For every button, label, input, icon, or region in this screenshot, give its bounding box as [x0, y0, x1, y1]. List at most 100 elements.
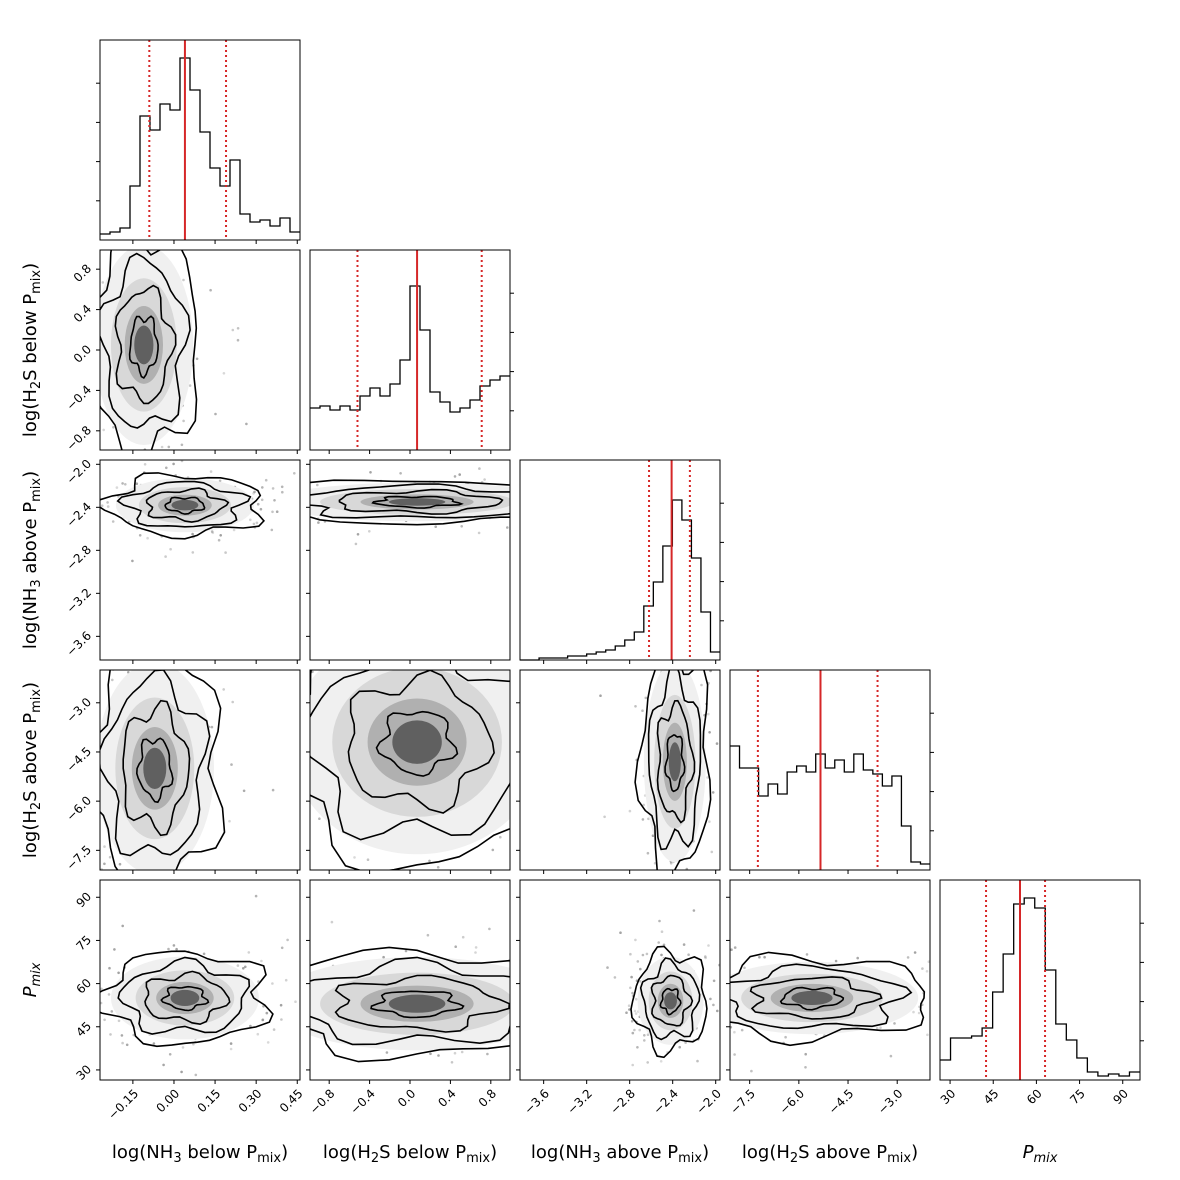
sample-point — [659, 1060, 663, 1063]
sample-point — [458, 473, 462, 476]
sample-point — [535, 724, 538, 727]
sample-point — [195, 357, 199, 361]
xtick-label-pmix: 60 — [1024, 1086, 1045, 1107]
sample-point — [527, 490, 530, 493]
pair-content — [606, 909, 720, 1067]
sample-point — [552, 484, 555, 487]
sample-point — [320, 653, 323, 656]
sample-point — [315, 937, 318, 940]
sample-point — [260, 906, 263, 909]
sample-point — [514, 540, 517, 543]
ytick-label-pmix: 45 — [73, 1019, 94, 1040]
sample-point — [171, 466, 174, 469]
sample-point — [108, 855, 112, 859]
frame-pair — [99, 879, 301, 1081]
density-level-3 — [170, 989, 200, 1007]
sample-point — [524, 519, 527, 522]
sample-point — [137, 226, 140, 229]
sample-point — [696, 1059, 699, 1063]
sample-point — [244, 965, 247, 969]
sample-point — [685, 908, 688, 911]
sample-point — [636, 1046, 639, 1049]
sample-point — [651, 834, 655, 837]
sample-point — [583, 500, 586, 503]
sample-point — [252, 492, 255, 495]
sample-point — [172, 462, 175, 466]
ytick-label-nh3_above: −2.4 — [64, 500, 95, 531]
sample-point — [906, 956, 910, 959]
contour-level-0 — [664, 734, 686, 793]
contour-level-2 — [117, 956, 251, 1035]
sample-point — [96, 326, 99, 329]
sample-point — [512, 516, 515, 519]
sample-point — [302, 1004, 305, 1007]
sample-point — [461, 935, 465, 939]
sample-point — [138, 534, 142, 537]
sample-point — [644, 696, 647, 700]
sample-point — [987, 1007, 990, 1010]
sample-point — [578, 782, 581, 785]
sample-point — [174, 909, 177, 912]
sample-point — [641, 953, 645, 957]
sample-point — [172, 944, 176, 947]
sample-point — [553, 508, 556, 511]
sample-point — [162, 1063, 165, 1067]
frame-pair — [519, 879, 721, 1081]
sample-point — [436, 650, 439, 653]
contour-level-1 — [144, 970, 231, 1026]
sample-point — [281, 864, 284, 867]
sample-point — [927, 960, 930, 963]
contour-level-2 — [100, 252, 191, 429]
sample-point — [474, 946, 478, 949]
sample-point — [19, 260, 22, 263]
sample-point — [643, 1034, 646, 1037]
sample-point — [660, 953, 663, 957]
pair-panel-nh3_below-h2s_below — [19, 218, 301, 469]
sample-point — [222, 688, 225, 691]
sample-point — [437, 1054, 440, 1057]
pair-content — [95, 460, 300, 563]
sample-point — [926, 1033, 929, 1037]
sample-point — [95, 509, 98, 512]
sample-point — [182, 278, 185, 282]
contour-level-1 — [650, 974, 694, 1027]
xtick-label-h2s_below: −0.8 — [307, 1086, 338, 1117]
sample-point — [539, 492, 542, 495]
xtick-label-h2s_above: −6.0 — [777, 1086, 808, 1117]
sample-point — [730, 948, 733, 951]
density-level-3 — [143, 747, 167, 790]
sample-point — [219, 534, 222, 537]
sample-point — [80, 841, 83, 844]
hist-step-pmix — [940, 897, 1140, 1077]
sample-point — [188, 384, 192, 387]
sample-point — [121, 924, 124, 928]
sample-point — [932, 1024, 935, 1027]
sample-point — [640, 1035, 643, 1038]
sample-point — [169, 547, 172, 551]
sample-point — [191, 532, 194, 536]
sample-point — [249, 942, 252, 945]
sample-point — [130, 636, 133, 639]
sample-point — [264, 939, 267, 942]
sample-point — [805, 953, 809, 956]
sample-point — [484, 567, 487, 570]
frame-pair — [519, 669, 721, 871]
contour-level-3 — [310, 479, 510, 526]
sample-point — [80, 331, 83, 334]
sample-point — [275, 510, 279, 513]
sample-point — [270, 528, 274, 532]
ytick-label-h2s_below: 0.8 — [71, 261, 94, 284]
sample-point — [219, 661, 222, 664]
sample-point — [85, 837, 88, 840]
sample-point — [318, 817, 321, 820]
ytick-label-h2s_below: −0.4 — [64, 383, 95, 414]
sample-point — [260, 498, 264, 502]
sample-point — [130, 667, 133, 670]
sample-point — [459, 656, 462, 659]
sample-point — [119, 218, 122, 221]
sample-point — [361, 920, 364, 923]
xtick-label-nh3_above: −3.6 — [521, 1086, 552, 1117]
sample-point — [566, 1027, 569, 1030]
sample-point — [712, 1003, 715, 1007]
sample-point — [453, 475, 457, 478]
